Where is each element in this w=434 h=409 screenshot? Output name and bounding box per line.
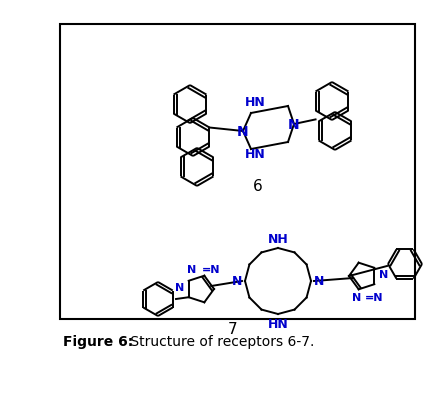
Text: Figure 6:: Figure 6: [63,334,133,348]
Text: Structure of receptors 6-7.: Structure of receptors 6-7. [126,334,314,348]
Text: 6: 6 [253,179,262,194]
Text: HN: HN [244,148,265,161]
Text: HN: HN [267,317,288,330]
Text: N: N [174,282,184,292]
Text: N: N [237,125,248,139]
Text: N: N [231,275,241,288]
Text: N: N [287,118,299,132]
Text: HN: HN [244,95,265,108]
Text: N: N [351,292,360,302]
Text: 7: 7 [228,322,237,337]
Text: =N: =N [201,264,220,274]
Bar [60,25,414,319]
Text: N: N [313,275,324,288]
Text: =N: =N [364,292,383,302]
Text: NH: NH [267,232,288,245]
Text: N: N [378,270,388,279]
Text: N: N [186,264,196,274]
